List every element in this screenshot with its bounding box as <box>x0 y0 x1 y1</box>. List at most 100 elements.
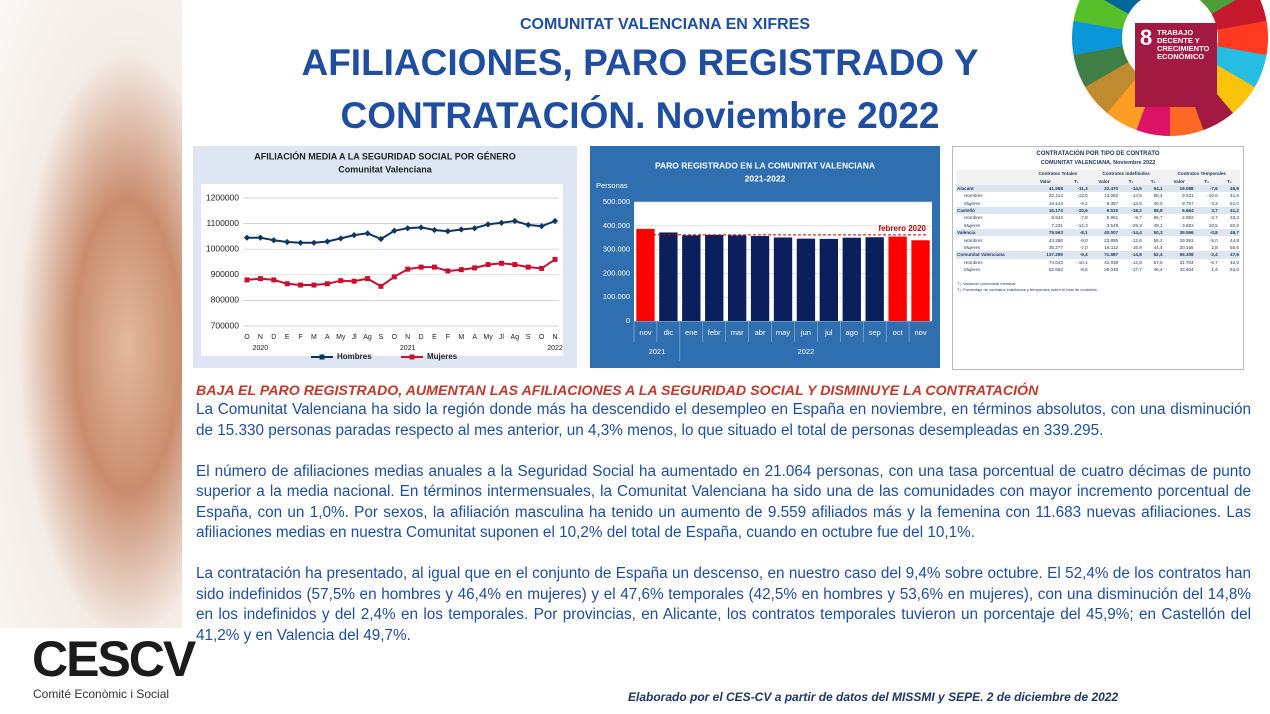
table-cell: -16,9 <box>1131 244 1142 250</box>
marker <box>498 260 504 266</box>
y-tick-label: 700000 <box>211 320 240 330</box>
paragraph: El número de afiliaciones medias anuales… <box>196 462 1251 542</box>
marker <box>311 282 317 288</box>
table-cell: 54,1 <box>1142 184 1164 193</box>
logo-text: CESCV <box>32 631 196 687</box>
table-cell: 41,6 <box>1230 193 1239 199</box>
table-row: Hombres 8.943 -7,8 5.961 -9,7 66,7 2.982 -3,7 33… <box>956 214 1240 221</box>
bar <box>705 234 724 321</box>
table-cell: 5.961 <box>1106 215 1119 221</box>
marker <box>405 266 411 272</box>
table-cell: -5,0 <box>1209 237 1218 243</box>
table-subheader: Valor <box>1088 177 1120 185</box>
table-cell: Mujeres <box>964 200 981 206</box>
section-heading: BAJA EL PARO REGISTRADO, AUMENTAN LAS AF… <box>196 383 1039 399</box>
x-tick-label: O <box>539 334 545 341</box>
table-cell: Comunitat Valenciana <box>956 251 1027 259</box>
table-cell: 13.083 <box>1104 193 1119 199</box>
table-cell: 49,1 <box>1153 222 1163 228</box>
x-tick-label: febr <box>708 328 721 337</box>
table-cell: 50,3 <box>1142 229 1164 237</box>
x-tick-label: A <box>325 334 330 341</box>
table-cell: -14,8 <box>1119 251 1143 259</box>
table-cell: 137.295 <box>1027 251 1064 259</box>
table-cell: 23.895 <box>1104 237 1119 243</box>
x-tick-label: sep <box>869 328 881 337</box>
table-cell: 1,4 <box>1211 267 1218 273</box>
marker <box>552 256 558 262</box>
table-cell: -10,1 <box>1077 259 1088 265</box>
table-note: T₂: Porcentaje de contratos indefinidos … <box>957 287 1097 293</box>
table-group-header: Contratos indefinidos <box>1088 170 1164 178</box>
table-cell: -8,5 <box>1079 267 1088 273</box>
marker <box>378 283 384 289</box>
table-cell: 16.112 <box>1104 244 1119 250</box>
x-tick-label: Jl <box>352 334 358 341</box>
line-chart: AFILIACIÓN MEDIA A LA SEGURIDAD SOCIAL P… <box>193 146 577 368</box>
table-row: Alacant 41.558 -11,3 22.470 -14,5 54,1 19.088-… <box>956 184 1240 193</box>
x-tick-label: E <box>285 334 290 341</box>
table-cell: -10,8 <box>1207 193 1218 199</box>
table-cell: -6,7 <box>1209 259 1218 265</box>
marker <box>257 276 263 282</box>
table-subtitle: COMUNITAT VALENCIANA, Noviembre 2022 <box>1040 160 1156 166</box>
table-cell: 20.165 <box>1179 244 1194 250</box>
chart-subtitle: Comunitat Valenciana <box>338 164 433 174</box>
table-cell: 19.144 <box>1048 200 1063 206</box>
table-cell: 9.757 <box>1182 200 1194 206</box>
bar <box>911 240 930 321</box>
table-cell: Hombres <box>964 215 983 221</box>
x-tick-label: F <box>298 334 302 341</box>
table-cell: Hombres <box>964 193 983 199</box>
marker <box>365 276 371 282</box>
table-cell: 9.510 <box>1088 206 1120 215</box>
table-cell: -7,0 <box>1079 244 1088 250</box>
bar <box>659 232 678 321</box>
table-cell: 16.174 <box>1027 206 1064 215</box>
y-tick-label: 200.000 <box>603 268 630 277</box>
marker <box>284 281 290 287</box>
x-tick-label: S <box>526 334 531 341</box>
table-cell: -11,3 <box>1063 184 1089 193</box>
x-tick-label: S <box>379 334 384 341</box>
table-cell: -13,0 <box>1077 193 1088 199</box>
sdg-label: TRABAJO DECENTE Y CRECIMIENTO ECONÓMICO <box>1157 28 1210 61</box>
table-cell: -0,8 <box>1194 229 1219 237</box>
table-cell: -18,2 <box>1119 206 1143 215</box>
logo: CESCV Comité Econòmic i Social <box>30 630 196 706</box>
y-tick-label: 1200000 <box>206 192 239 202</box>
chart-subtitle: 2021-2022 <box>745 173 786 183</box>
table-cell: Mujeres <box>964 267 981 273</box>
table-cell: -9,0 <box>1079 237 1088 243</box>
marker <box>364 230 371 237</box>
table-cell: Hombres <box>964 237 983 243</box>
bar <box>888 236 907 321</box>
table-cell: 55,6 <box>1230 244 1239 250</box>
table-cell: 50,9 <box>1230 222 1239 228</box>
table-cell: 41,2 <box>1218 206 1240 215</box>
x-tick-label: jun <box>800 328 811 337</box>
table-cell: -9,2 <box>1079 200 1088 206</box>
x-tick-label: D <box>419 334 424 341</box>
x-tick-label: Ag <box>363 334 372 341</box>
bar <box>842 237 861 321</box>
table-cell: 9.331 <box>1182 193 1194 199</box>
table-cell: -4,3 <box>1209 200 1218 206</box>
plot-bg <box>201 184 563 356</box>
table-cell: -14,5 <box>1119 184 1143 193</box>
chart-title: PARO REGISTRADO EN LA COMUNITAT VALENCIA… <box>655 160 875 170</box>
marker <box>458 267 464 273</box>
title: AFILIACIONES, PARO REGISTRADO Y <box>301 42 979 83</box>
table-cell: 62.652 <box>1048 267 1063 273</box>
x-tick-label: N <box>405 334 410 341</box>
marker <box>391 274 397 280</box>
table-subheader: T₂ <box>1142 177 1164 185</box>
bar-chart: PARO REGISTRADO EN LA COMUNITAT VALENCIA… <box>590 146 940 368</box>
table-cell: -9,4 <box>1063 251 1089 259</box>
x-tick-label: mar <box>731 328 744 337</box>
x-group-label: 2021 <box>649 347 666 356</box>
x-group-label: 2022 <box>798 347 815 356</box>
marker <box>324 281 330 287</box>
table-cell: 19.391 <box>1179 237 1194 243</box>
y-tick-label: 1100000 <box>207 218 240 228</box>
